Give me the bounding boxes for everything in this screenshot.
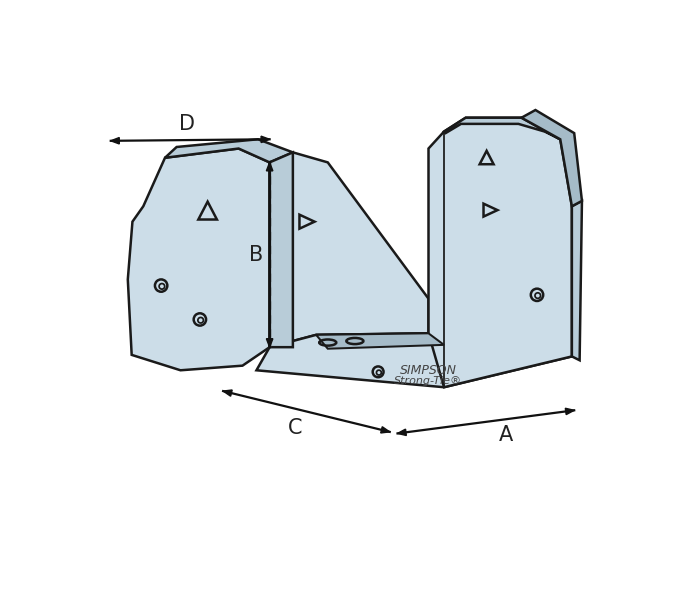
Polygon shape xyxy=(572,201,582,360)
Polygon shape xyxy=(398,429,407,436)
Polygon shape xyxy=(261,136,270,142)
Polygon shape xyxy=(381,427,390,433)
Text: SIMPSON: SIMPSON xyxy=(400,364,457,377)
Polygon shape xyxy=(522,110,582,206)
Polygon shape xyxy=(270,153,428,347)
Text: A: A xyxy=(499,425,513,445)
Polygon shape xyxy=(128,148,270,370)
Polygon shape xyxy=(428,118,572,387)
Polygon shape xyxy=(223,390,232,396)
Polygon shape xyxy=(165,139,293,162)
Text: Strong-Tie®: Strong-Tie® xyxy=(394,376,463,386)
Polygon shape xyxy=(270,153,293,347)
Polygon shape xyxy=(316,333,444,349)
Text: C: C xyxy=(288,418,302,438)
Polygon shape xyxy=(111,138,119,144)
Polygon shape xyxy=(267,339,273,347)
Polygon shape xyxy=(444,118,560,139)
Text: B: B xyxy=(249,245,264,265)
Polygon shape xyxy=(256,333,572,387)
Polygon shape xyxy=(267,162,273,171)
Text: D: D xyxy=(178,114,195,134)
Polygon shape xyxy=(566,408,574,415)
